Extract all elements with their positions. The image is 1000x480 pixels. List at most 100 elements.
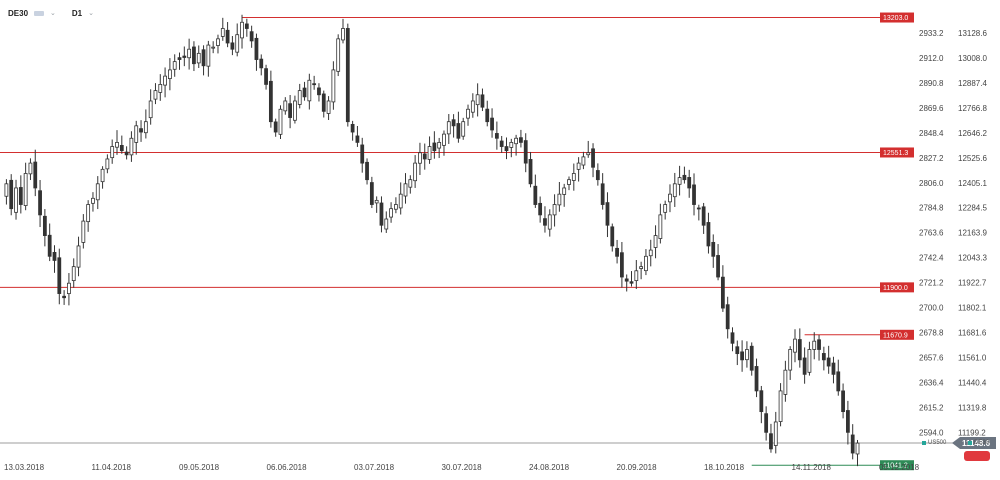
candle-body bbox=[182, 55, 187, 58]
candle-body bbox=[499, 140, 504, 147]
candle-body bbox=[172, 61, 177, 70]
price-tick-left: 2763.6 bbox=[919, 229, 944, 238]
candle-body bbox=[139, 128, 143, 133]
candle-body bbox=[826, 357, 831, 367]
candle-body bbox=[187, 48, 192, 59]
date-tick: 24.08.2018 bbox=[529, 463, 570, 472]
candle-body bbox=[586, 152, 591, 156]
candle-body bbox=[95, 183, 100, 201]
candle-body bbox=[648, 249, 653, 257]
candle-body bbox=[639, 266, 644, 269]
chevron-down-icon[interactable]: ⌄ bbox=[88, 10, 94, 17]
candle-body bbox=[470, 100, 475, 113]
candle-body bbox=[28, 162, 33, 175]
price-tick-right: 11802.1 bbox=[958, 304, 987, 313]
candle-body bbox=[437, 141, 442, 149]
candle-body bbox=[268, 80, 273, 123]
candle-body bbox=[552, 204, 557, 216]
price-tick-right: 11440.4 bbox=[958, 379, 987, 388]
candle-body bbox=[759, 390, 764, 413]
candle-body bbox=[158, 84, 163, 93]
legend-swatch bbox=[922, 441, 926, 445]
candle-body bbox=[451, 119, 456, 127]
candle-body bbox=[105, 158, 110, 170]
candle-body bbox=[797, 339, 802, 361]
price-tick-right: 13128.6 bbox=[958, 29, 987, 38]
candle-body bbox=[336, 38, 341, 72]
candle-body bbox=[701, 206, 706, 226]
price-tick-right: 11561.0 bbox=[958, 354, 987, 363]
candle-body bbox=[523, 140, 528, 164]
candle-body bbox=[110, 146, 115, 159]
candle-body bbox=[841, 390, 845, 413]
level-labels: 13203.0 12551.3 11900.0 11670.9 11041.2 bbox=[880, 12, 914, 471]
candle-body bbox=[38, 190, 42, 216]
candle-body bbox=[360, 144, 365, 164]
instrument-symbol[interactable]: DE30 bbox=[8, 8, 29, 18]
candle-body bbox=[764, 413, 769, 433]
candle-body bbox=[206, 44, 211, 67]
candle-body bbox=[408, 179, 413, 188]
candle-body bbox=[254, 37, 259, 60]
candle-body bbox=[509, 141, 514, 148]
candle-body bbox=[384, 218, 389, 230]
candle-body bbox=[644, 255, 648, 272]
candle-body bbox=[18, 187, 23, 205]
legend: US500 DE30 bbox=[922, 440, 1000, 460]
candle-body bbox=[571, 173, 576, 181]
legend-item-us500[interactable]: US500 bbox=[922, 440, 946, 446]
candle-body bbox=[307, 79, 312, 102]
candle-body bbox=[57, 257, 62, 294]
date-tick: 09.05.2018 bbox=[179, 463, 220, 472]
candle-body bbox=[42, 215, 47, 236]
candle-body bbox=[745, 349, 749, 361]
date-tick: 06.06.2018 bbox=[267, 463, 308, 472]
candle-body bbox=[398, 193, 403, 209]
candle-body bbox=[379, 202, 384, 226]
candle-body bbox=[124, 151, 129, 156]
current-price-label: 11148.6 bbox=[962, 439, 991, 448]
candle-body bbox=[143, 121, 148, 134]
candle-body bbox=[591, 148, 595, 168]
candle-body bbox=[615, 247, 619, 257]
price-tick-left: 2615.2 bbox=[919, 404, 944, 413]
candle-body bbox=[754, 366, 759, 392]
candle-body bbox=[273, 121, 278, 133]
candle-body bbox=[730, 332, 735, 344]
timeframe-selector[interactable]: D1 bbox=[71, 8, 83, 18]
candle-body bbox=[711, 241, 716, 257]
candle-body bbox=[817, 339, 821, 350]
candle-body bbox=[177, 57, 182, 60]
legend-item-de30[interactable]: DE30 bbox=[968, 440, 989, 446]
candle-body bbox=[677, 177, 682, 185]
candle-body bbox=[446, 121, 451, 135]
candles bbox=[4, 14, 860, 467]
candle-body bbox=[653, 235, 658, 248]
candle-body bbox=[557, 193, 562, 206]
candle-body bbox=[610, 226, 615, 247]
price-tick-right: 12163.9 bbox=[958, 229, 987, 238]
candle-body bbox=[567, 179, 571, 185]
candle-body bbox=[345, 28, 350, 123]
level-label: 11041.2 bbox=[883, 463, 908, 470]
candle-body bbox=[312, 83, 317, 86]
chevron-down-icon[interactable]: ⌄ bbox=[50, 10, 56, 17]
candle-body bbox=[81, 220, 86, 243]
candle-body bbox=[14, 187, 18, 213]
price-tick-right: 12525.6 bbox=[958, 154, 987, 163]
compare-button[interactable] bbox=[964, 451, 990, 461]
candle-body bbox=[725, 304, 730, 330]
price-tick-right: 12043.3 bbox=[958, 254, 987, 263]
level-tag bbox=[880, 329, 914, 340]
candle-body bbox=[600, 183, 605, 205]
candle-body bbox=[605, 202, 610, 226]
candle-body bbox=[668, 193, 672, 203]
instrument-badge bbox=[34, 10, 45, 16]
candle-body bbox=[317, 87, 321, 96]
candle-body bbox=[456, 123, 461, 139]
candle-body bbox=[283, 100, 288, 112]
price-axis[interactable]: 2933.2 13128.6 2912.0 13008.0 2890.8 12887.4 2… bbox=[919, 29, 987, 438]
candle-body bbox=[793, 338, 797, 353]
candle-body bbox=[235, 34, 240, 53]
